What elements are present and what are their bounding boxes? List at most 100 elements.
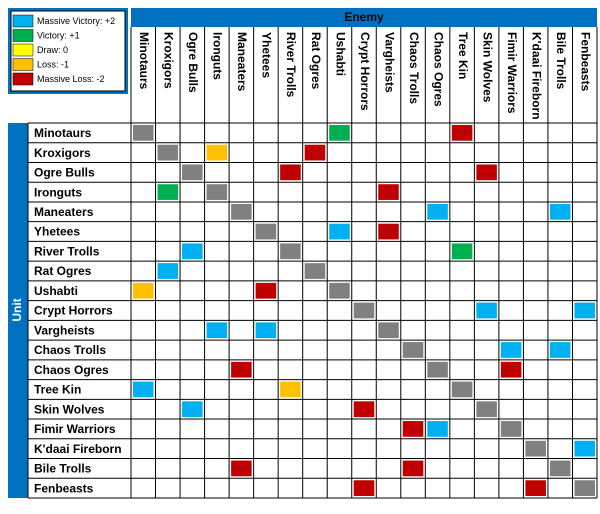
row-title-bar — [8, 123, 28, 498]
self-cell — [304, 263, 326, 279]
column-header: Bile Trolls — [554, 32, 568, 90]
result-cell — [280, 381, 301, 398]
result-cell — [231, 460, 252, 477]
self-cell — [353, 302, 375, 319]
row-header: Crypt Horrors — [34, 304, 113, 318]
row-header: Ironguts — [34, 185, 82, 199]
legend-swatch — [12, 58, 34, 71]
row-header: Vargheists — [34, 323, 95, 337]
column-header: Rat Ogres — [309, 32, 323, 90]
result-cell — [378, 184, 399, 200]
self-cell — [378, 322, 399, 339]
result-cell — [549, 342, 571, 358]
result-cell — [329, 223, 350, 240]
result-cell — [500, 361, 522, 378]
column-header: Ogre Bulls — [186, 32, 200, 93]
column-header: River Trolls — [284, 32, 298, 98]
self-cell — [255, 223, 277, 240]
row-header: Rat Ogres — [34, 264, 92, 278]
legend-swatch — [12, 29, 34, 42]
column-header: Vargheists — [382, 32, 396, 93]
result-cell — [157, 184, 179, 200]
result-cell — [451, 125, 473, 141]
self-cell — [476, 401, 497, 418]
self-cell — [402, 342, 424, 358]
result-cell — [182, 401, 203, 418]
self-cell — [525, 440, 546, 457]
legend-swatch — [12, 43, 34, 57]
self-cell — [280, 243, 301, 260]
result-cell — [476, 164, 497, 181]
self-cell — [329, 282, 350, 299]
self-cell — [549, 460, 571, 477]
result-cell — [525, 480, 546, 496]
self-cell — [574, 480, 595, 496]
result-cell — [378, 223, 399, 240]
column-header: Tree Kin — [456, 32, 470, 79]
legend-label: Draw: 0 — [37, 45, 68, 55]
row-header: Skin Wolves — [34, 402, 105, 416]
self-cell — [451, 381, 473, 398]
legend-swatch — [12, 14, 34, 28]
result-cell — [427, 203, 448, 220]
self-cell — [500, 421, 522, 437]
row-header: Ogre Bulls — [34, 166, 95, 180]
column-header: Maneaters — [235, 32, 249, 92]
row-header: K'daai Fireborn — [34, 442, 122, 456]
self-cell — [427, 361, 448, 378]
result-cell — [574, 302, 595, 319]
result-cell — [231, 361, 252, 378]
column-header: Minotaurs — [137, 32, 151, 90]
result-cell — [133, 381, 154, 398]
row-header: Minotaurs — [34, 126, 92, 140]
row-header: Bile Trolls — [34, 462, 92, 476]
result-cell — [304, 144, 326, 161]
result-cell — [206, 144, 228, 161]
result-cell — [476, 302, 497, 319]
result-cell — [353, 401, 375, 418]
result-cell — [255, 282, 277, 299]
result-cell — [280, 164, 301, 181]
column-header: Ushabti — [333, 32, 347, 76]
result-cell — [133, 282, 154, 299]
result-cell — [157, 263, 179, 279]
legend-swatch — [12, 72, 34, 86]
result-cell — [549, 203, 571, 220]
result-cell — [329, 125, 350, 141]
self-cell — [182, 164, 203, 181]
column-header: Crypt Horrors — [358, 32, 372, 111]
column-header: Chaos Trolls — [407, 32, 421, 104]
column-title-bar — [131, 8, 597, 27]
result-cell — [451, 243, 473, 260]
legend-label: Massive Loss: -2 — [37, 74, 105, 84]
row-header: Maneaters — [34, 205, 94, 219]
row-header: Chaos Trolls — [34, 343, 106, 357]
row-header: Fenbeasts — [34, 481, 94, 495]
column-header: K'daai Fireborn — [530, 32, 544, 120]
result-cell — [500, 342, 522, 358]
row-header: River Trolls — [34, 244, 100, 258]
legend-label: Loss: -1 — [37, 59, 69, 69]
result-cell — [255, 322, 277, 339]
legend-label: Massive Victory: +2 — [37, 16, 115, 26]
column-header: Fimir Warriors — [505, 32, 519, 114]
row-header: Ushabti — [34, 284, 78, 298]
column-header: Chaos Ogres — [431, 32, 445, 107]
column-title: Enemy — [344, 10, 384, 24]
row-header: Kroxigors — [34, 146, 91, 160]
self-cell — [231, 203, 252, 220]
row-header: Yhetees — [34, 225, 80, 239]
result-cell — [206, 322, 228, 339]
result-cell — [182, 243, 203, 260]
column-header: Ironguts — [211, 32, 225, 80]
column-header: Skin Wolves — [480, 32, 494, 103]
result-cell — [402, 421, 424, 437]
row-header: Chaos Ogres — [34, 363, 109, 377]
row-header: Fimir Warriors — [34, 422, 116, 436]
self-cell — [157, 144, 179, 161]
self-cell — [206, 184, 228, 200]
row-title: Unit — [10, 298, 24, 321]
column-header: Kroxigors — [162, 32, 176, 89]
result-cell — [402, 460, 424, 477]
